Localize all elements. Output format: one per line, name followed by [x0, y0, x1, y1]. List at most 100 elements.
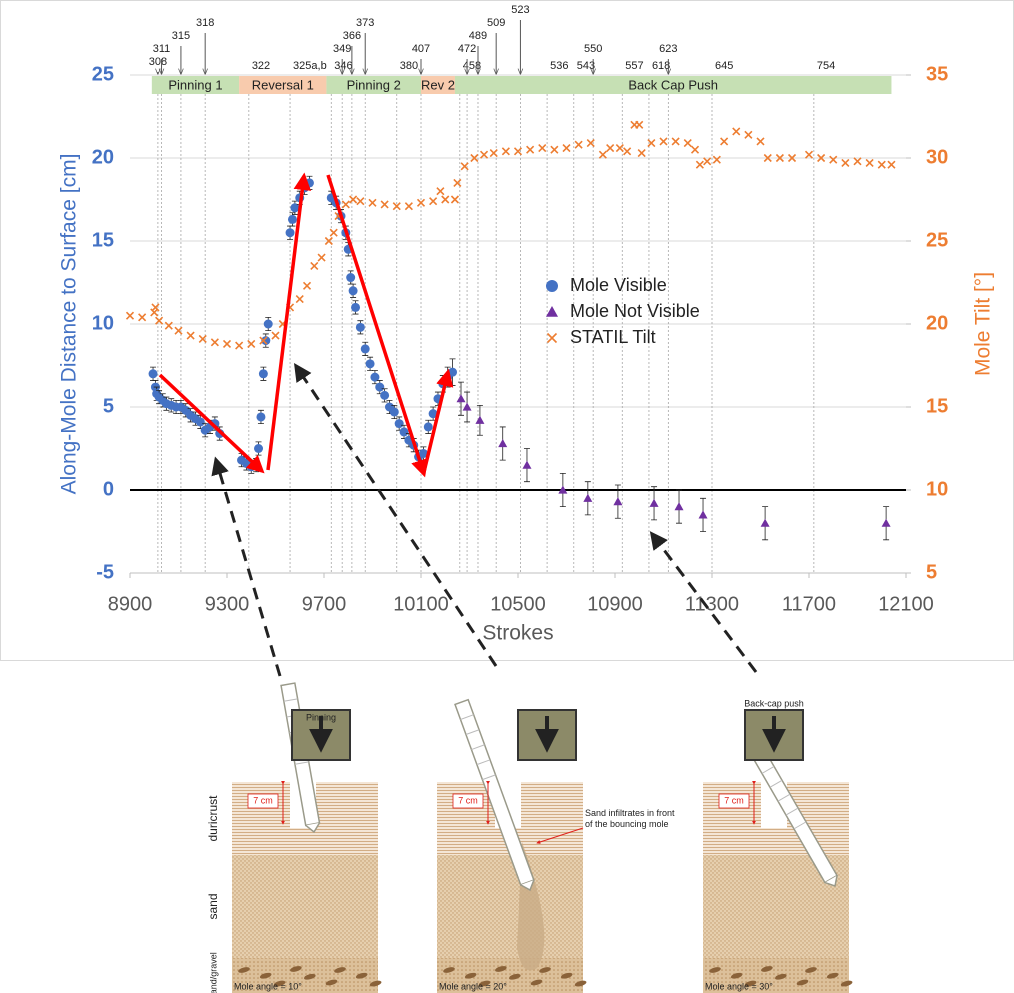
- point: [155, 316, 164, 325]
- point: [448, 367, 458, 377]
- point: [348, 286, 358, 296]
- chart-frame: [0, 0, 1014, 661]
- point: [418, 448, 428, 458]
- point: [887, 160, 896, 169]
- y2-tick-label: 35: [926, 63, 948, 85]
- point: [598, 150, 607, 159]
- point: [613, 497, 623, 506]
- point: [259, 336, 268, 345]
- x-tick-label: 9700: [302, 593, 347, 615]
- sol-label: 407: [412, 43, 430, 55]
- angle-label: Mole angle = 20°: [439, 981, 507, 991]
- pebble: [761, 966, 773, 972]
- pebble: [774, 973, 787, 980]
- pebble: [443, 967, 455, 973]
- layer-label: sand: [206, 893, 220, 919]
- mole-segment: [471, 744, 485, 751]
- point: [389, 407, 399, 417]
- y-tick-label: 15: [92, 229, 114, 251]
- y2-tick-label: 10: [926, 478, 948, 500]
- y2-tick-label: 20: [926, 312, 948, 334]
- point: [674, 502, 684, 511]
- trend-arrow: [266, 172, 311, 471]
- y-tick-label: -5: [96, 561, 114, 583]
- mole-tip: [305, 822, 321, 834]
- point: [637, 148, 646, 158]
- point: [394, 419, 404, 429]
- point: [877, 160, 886, 169]
- point: [302, 281, 312, 290]
- x-tick-label: 10900: [587, 593, 643, 615]
- point: [428, 409, 438, 419]
- point: [775, 153, 784, 163]
- x-axis-title: Strokes: [482, 622, 553, 645]
- point: [164, 321, 173, 330]
- point: [254, 444, 264, 453]
- legend-marker: [546, 332, 558, 344]
- point: [479, 150, 489, 159]
- y-tick-label: 10: [92, 312, 114, 334]
- pebble: [574, 980, 587, 987]
- point: [287, 214, 297, 224]
- phase-label: Rev 2: [421, 77, 455, 92]
- point: [256, 412, 266, 422]
- point: [423, 422, 433, 432]
- pebble: [334, 967, 346, 973]
- sol-label: 318: [196, 17, 214, 29]
- point: [148, 369, 158, 379]
- pebble: [560, 972, 573, 979]
- mole-segment: [793, 821, 807, 830]
- mole-segment: [294, 761, 309, 765]
- point: [703, 157, 712, 166]
- pebble: [325, 979, 338, 986]
- point: [186, 331, 195, 340]
- point: [174, 326, 183, 335]
- x-tick-label: 8900: [108, 593, 153, 615]
- point: [399, 427, 409, 437]
- point: [346, 273, 356, 283]
- point: [450, 195, 460, 204]
- point: [404, 202, 413, 211]
- point: [763, 153, 772, 163]
- pebble: [530, 979, 543, 986]
- point: [317, 253, 326, 262]
- point: [261, 336, 271, 346]
- link-arrow: [649, 531, 758, 673]
- pebble: [238, 967, 250, 973]
- pebble: [495, 966, 507, 972]
- pebble: [355, 972, 368, 979]
- pebble: [796, 979, 809, 986]
- annotation-arrow: [536, 827, 584, 844]
- pebble: [273, 980, 286, 987]
- legend-marker: [546, 280, 558, 292]
- annotation: Sand infiltrates in front of the bouncin…: [585, 808, 675, 829]
- point: [695, 160, 704, 169]
- point: [501, 147, 510, 156]
- mole-segment: [761, 766, 775, 774]
- legend-label: STATIL Tilt: [570, 327, 656, 347]
- mole-segment: [283, 698, 298, 702]
- point: [606, 143, 615, 153]
- point: [324, 236, 333, 246]
- pebble: [464, 972, 477, 979]
- point: [329, 228, 338, 237]
- link-arrows: [211, 363, 758, 677]
- point: [841, 158, 850, 168]
- point: [683, 138, 692, 148]
- pebble: [744, 980, 757, 987]
- point: [456, 394, 466, 403]
- sol-label: 557: [625, 60, 643, 72]
- point: [370, 372, 380, 382]
- point: [647, 138, 656, 148]
- sol-label: 472: [458, 43, 476, 55]
- point: [760, 518, 770, 527]
- point: [712, 155, 721, 164]
- point: [263, 319, 273, 329]
- point: [583, 493, 593, 502]
- pebble: [840, 980, 853, 987]
- point: [671, 137, 680, 146]
- point: [285, 228, 295, 238]
- y-axis-title: Along-Mole Distance to Surface [cm]: [58, 154, 81, 495]
- pebble: [303, 973, 316, 980]
- sol-label: 373: [356, 17, 374, 29]
